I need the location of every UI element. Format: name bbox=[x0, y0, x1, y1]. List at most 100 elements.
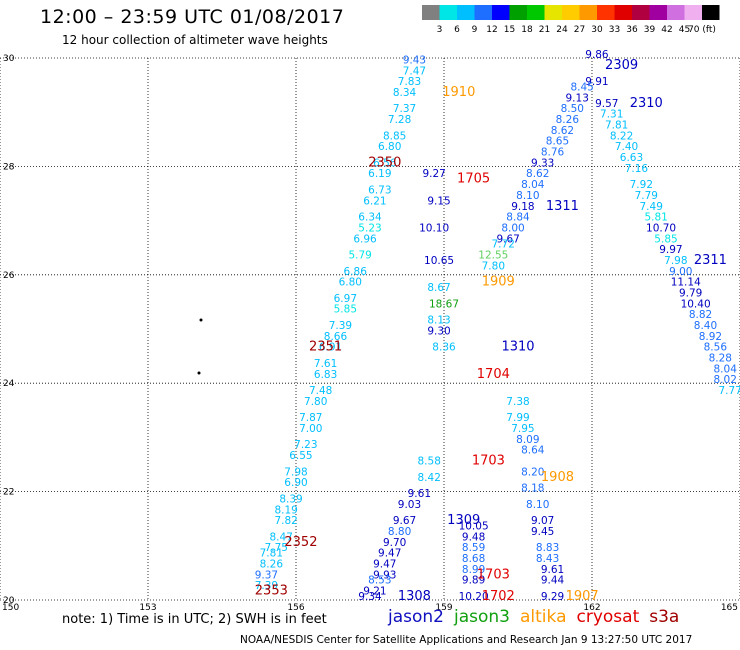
wave-height-value: 8.58 bbox=[418, 456, 441, 468]
wave-height-value: 8.80 bbox=[388, 526, 411, 538]
pass-number-label: 1908 bbox=[541, 470, 574, 485]
pass-number-label: 2309 bbox=[605, 58, 638, 73]
wave-height-value: 9.48 bbox=[462, 531, 485, 543]
footnote: note: 1) Time is in UTC; 2) SWH is in fe… bbox=[62, 612, 327, 627]
pass-number-label: 1910 bbox=[442, 85, 475, 100]
wave-height-value: 5.81 bbox=[644, 212, 667, 224]
colorbar-swatch bbox=[579, 5, 597, 20]
wave-height-value: 7.23 bbox=[294, 439, 317, 451]
y-tick-label: 22 bbox=[3, 488, 14, 498]
colorbar-label: 18 bbox=[521, 25, 533, 35]
colorbar-swatch bbox=[597, 5, 615, 20]
x-tick-label: 153 bbox=[139, 603, 156, 613]
wave-height-value: 8.18 bbox=[521, 483, 544, 495]
wave-height-value: 9.57 bbox=[595, 98, 618, 110]
wave-height-value: 8.04 bbox=[714, 363, 738, 375]
satellite-legend: jason2 jason3 altika cryosat s3a bbox=[388, 607, 689, 627]
wave-height-value: 8.26 bbox=[260, 558, 284, 570]
colorbar-label: 21 bbox=[539, 25, 550, 35]
wave-height-value: 8.04 bbox=[521, 179, 545, 191]
wave-height-value: 11.14 bbox=[671, 277, 701, 289]
wave-height-value: 8.43 bbox=[536, 553, 559, 565]
wave-height-value: 5.23 bbox=[358, 222, 381, 234]
wave-height-value: 7.80 bbox=[482, 260, 505, 272]
colorbar-swatch bbox=[562, 5, 580, 20]
wave-height-value: 10.05 bbox=[459, 521, 489, 533]
pass-number-label: 1308 bbox=[398, 589, 431, 604]
x-tick-label: 156 bbox=[287, 603, 304, 613]
wave-height-values: 9.437.477.838.347.377.288.856.806.566.19… bbox=[255, 49, 740, 603]
wave-height-value: 8.56 bbox=[704, 342, 728, 354]
pass-number-label: 1702 bbox=[482, 589, 515, 604]
wave-height-value: 8.99 bbox=[462, 564, 485, 576]
wave-height-value: 6.96 bbox=[353, 233, 377, 245]
legend-item: altika bbox=[520, 607, 567, 627]
wave-height-value: 5.85 bbox=[654, 233, 677, 245]
wave-height-value: 6.19 bbox=[368, 168, 391, 180]
wave-height-value: 8.84 bbox=[506, 212, 530, 224]
wave-height-value: 7.82 bbox=[274, 515, 297, 527]
wave-height-value: 9.67 bbox=[496, 233, 519, 245]
colorbar-label: 45 bbox=[679, 25, 690, 35]
wave-height-value: 12.55 bbox=[478, 250, 508, 262]
pass-number-label: 2311 bbox=[694, 253, 727, 268]
wave-height-value: 8.50 bbox=[561, 103, 584, 115]
wave-height-value: 7.37 bbox=[393, 103, 416, 115]
wave-height-value: 7.98 bbox=[284, 466, 307, 478]
wave-height-value: 9.13 bbox=[566, 92, 589, 104]
wave-height-value: 8.26 bbox=[556, 114, 580, 126]
wave-height-value: 7.98 bbox=[664, 255, 687, 267]
pass-number-label: 2351 bbox=[309, 340, 342, 355]
wave-height-value: 6.55 bbox=[289, 450, 312, 462]
wave-height-value: 9.97 bbox=[659, 244, 682, 256]
wave-height-value: 6.91 bbox=[319, 342, 342, 354]
wave-height-value: 7.31 bbox=[600, 109, 623, 121]
colorbar-swatch bbox=[457, 5, 475, 20]
wave-height-value: 10.40 bbox=[681, 298, 711, 310]
legend-item: s3a bbox=[649, 607, 680, 627]
colorbar-label: 9 bbox=[472, 25, 478, 35]
wave-height-value: 8.76 bbox=[541, 147, 565, 159]
wave-height-value: 9.27 bbox=[422, 168, 445, 180]
wave-height-value: 8.85 bbox=[383, 130, 406, 142]
wave-height-value: 9.61 bbox=[541, 564, 564, 576]
wave-height-value: 9.37 bbox=[255, 569, 278, 581]
wave-height-value: 8.92 bbox=[699, 331, 722, 343]
wave-height-value: 8.20 bbox=[521, 466, 544, 478]
wave-height-value: 8.10 bbox=[516, 190, 539, 202]
wave-height-value: 8.66 bbox=[324, 331, 348, 343]
wave-height-value: 8.28 bbox=[709, 353, 732, 365]
wave-height-value: 9.03 bbox=[398, 499, 421, 511]
wave-height-value: 8.47 bbox=[270, 531, 293, 543]
wave-height-value: 9.47 bbox=[378, 548, 401, 560]
wave-height-value: 7.75 bbox=[265, 542, 288, 554]
x-tick-label: 150 bbox=[2, 603, 19, 613]
legend-item: jason3 bbox=[454, 607, 510, 627]
wave-height-value: 8.42 bbox=[418, 472, 441, 484]
pass-number-label: 1909 bbox=[482, 275, 515, 290]
wave-height-value: 7.80 bbox=[304, 396, 327, 408]
wave-height-value: 7.38 bbox=[506, 396, 529, 408]
wave-height-value: 9.29 bbox=[541, 591, 564, 603]
wave-height-value: 7.87 bbox=[299, 412, 322, 424]
island-marker bbox=[197, 371, 201, 375]
wave-height-value: 6.80 bbox=[339, 277, 362, 289]
colorbar-label: 15 bbox=[504, 25, 515, 35]
colorbar-label: 6 bbox=[454, 25, 460, 35]
wave-height-value: 7.39 bbox=[329, 320, 352, 332]
wave-height-value: 7.39 bbox=[255, 580, 278, 592]
pass-number-label: 1311 bbox=[546, 199, 579, 214]
colorbar-label: 12 bbox=[486, 25, 497, 35]
colorbar-label: 27 bbox=[574, 25, 585, 35]
colorbar-swatch bbox=[527, 5, 545, 20]
wave-height-value: 9.43 bbox=[403, 54, 426, 66]
pass-number-label: 2352 bbox=[284, 535, 317, 550]
wave-height-value: 8.53 bbox=[368, 575, 391, 587]
pass-number-label: 1705 bbox=[457, 172, 490, 187]
wave-height-value: 8.62 bbox=[526, 168, 549, 180]
x-tick-label: 159 bbox=[435, 603, 452, 613]
colorbar-label: 30 bbox=[591, 25, 603, 35]
wave-height-value: 8.83 bbox=[536, 542, 559, 554]
colorbar-label: 39 bbox=[644, 25, 656, 35]
wave-height-value: 8.64 bbox=[521, 445, 545, 457]
